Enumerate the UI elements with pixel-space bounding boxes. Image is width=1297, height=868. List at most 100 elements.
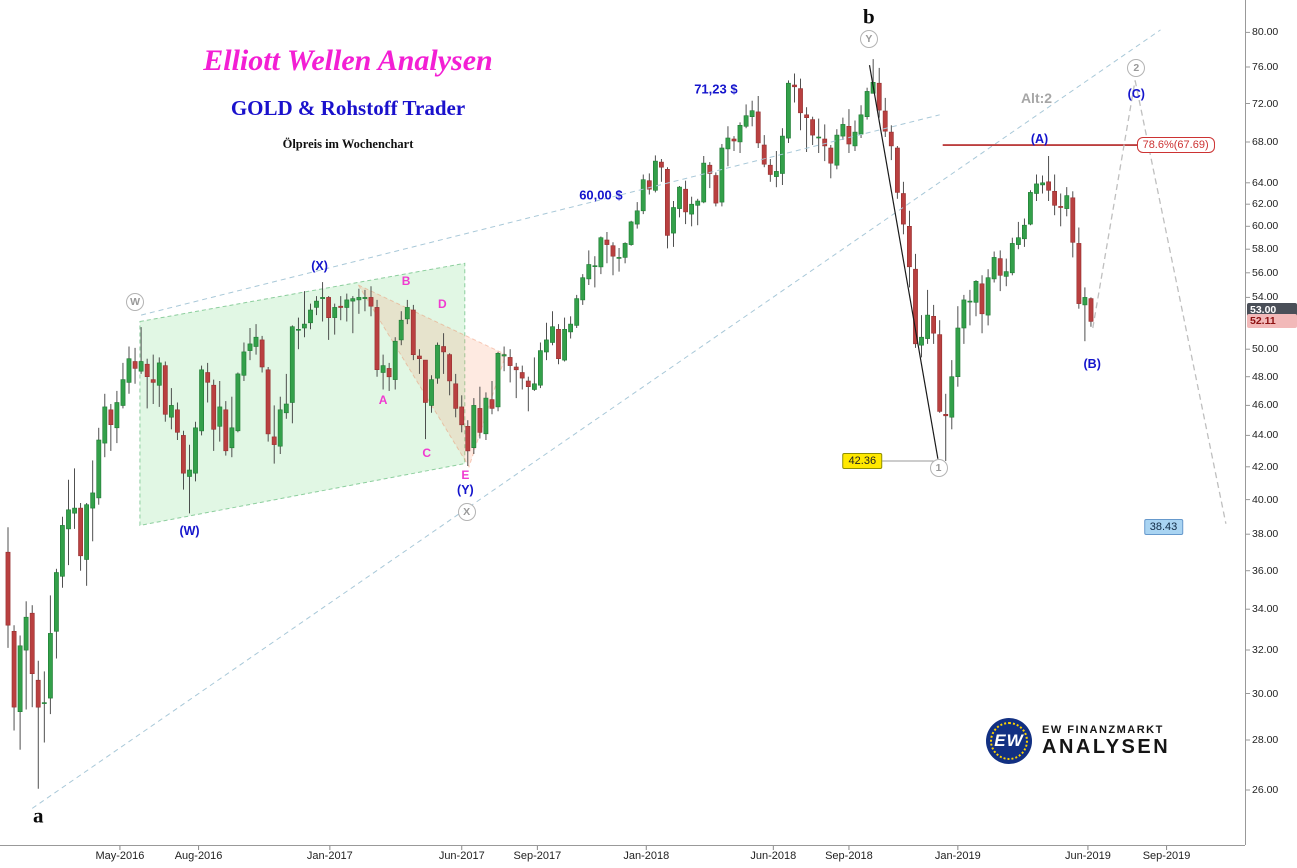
candle [199,365,204,436]
y-axis-label: 64.00 [1252,176,1279,189]
time-axis[interactable]: May-2016 Aug-2016 Jan-2017 Jun-2017 Sep-2017… [0,845,1245,868]
candle [779,128,785,185]
page-title: Elliott Wellen Analysen [203,44,493,77]
candle [810,116,815,145]
candle [150,354,156,404]
candle [616,248,622,272]
x-axis-label: May-2016 [95,850,145,862]
candle [295,317,301,350]
candle [840,117,846,140]
candle [519,365,525,390]
candle [29,605,35,708]
x-axis-label: Sep-2018 [825,850,873,862]
y-axis-label: 38.00 [1252,528,1279,541]
candle [792,73,797,103]
y-axis-label: 76.00 [1252,61,1279,73]
y-axis-label: 34.00 [1252,603,1279,616]
candle [755,96,761,148]
candle [664,167,670,249]
candle [1088,297,1094,327]
candle [507,349,513,383]
y-axis-label: 48.00 [1252,370,1279,383]
y-axis-label: 42.00 [1252,460,1279,473]
candle [41,671,47,743]
candle [1070,191,1076,258]
candle [531,357,537,391]
candle [943,393,949,461]
candle [162,361,168,422]
candle [743,104,749,129]
candle [5,527,11,648]
candle [804,107,809,152]
candle [53,568,59,659]
candle [114,390,120,444]
y-axis-label: 44.00 [1252,429,1279,442]
x-axis-label: Jan-2017 [306,850,353,862]
y-axis-label: 30.00 [1252,687,1279,700]
candle [102,393,108,458]
candle [187,444,192,514]
candle [846,109,852,153]
candle [707,162,713,189]
y-axis-label: 60.00 [1252,220,1279,233]
candle [1052,174,1057,216]
impulse-line-b-to-1 [868,65,939,459]
candle [543,322,549,361]
candle [1046,156,1051,201]
candle [362,289,368,312]
candle [350,296,356,334]
candle [422,359,428,440]
candle [852,120,858,151]
candle [181,430,186,490]
candle [749,100,755,127]
candle [719,144,725,207]
projection-down [1134,80,1227,524]
candle [913,253,918,348]
chart-caption: Ölpreis im Wochenchart [282,137,414,151]
candle [326,296,331,340]
candle [586,250,592,285]
x-axis-label: Jun-2017 [438,850,485,862]
candle [864,87,870,120]
last-price-badge: 53.00 [1247,303,1297,317]
logo-text: EW FINANZMARKT ANALYSEN [1042,724,1170,759]
y-axis-label: 80.00 [1252,26,1279,39]
candle [66,479,71,566]
candle [483,392,489,440]
candle [314,296,319,316]
candle [894,146,900,199]
candle [120,362,126,409]
logo-line1: EW FINANZMARKT [1042,723,1164,736]
x-axis-label: Jan-2019 [934,850,981,862]
support-trendline [31,29,1161,809]
candle [622,242,628,264]
candle [731,136,737,151]
y-axis-label: 32.00 [1252,644,1279,656]
candle [205,362,211,403]
candle [78,503,83,571]
candle [580,274,586,305]
candle [108,404,114,451]
candle [634,202,640,229]
x-axis-label: Jun-2019 [1064,850,1111,862]
candle [991,251,997,283]
candle [211,379,217,451]
candle [701,156,707,204]
candle [556,324,561,365]
candle [241,342,247,381]
candle [1064,187,1070,217]
candle [828,145,834,179]
candle [132,347,138,384]
candle [658,159,664,182]
y-axis-label: 56.00 [1252,266,1279,279]
price-axis[interactable]: 80.00 76.00 72.00 68.00 64.00 62.00 60.00 58.00… [1245,0,1297,845]
candle [1034,174,1039,201]
candle [477,386,483,439]
candle [822,124,828,162]
candle [525,376,531,412]
candle [598,236,604,275]
x-axis-label: Jan-2018 [623,850,670,862]
candle [23,601,29,710]
